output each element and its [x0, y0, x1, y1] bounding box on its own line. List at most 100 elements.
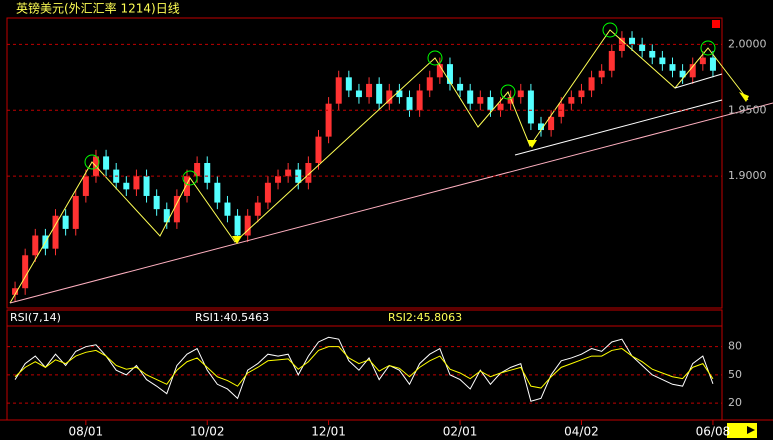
peak-circle [700, 40, 716, 56]
candle-body [325, 103, 332, 137]
candle-body [568, 97, 575, 104]
candle-body [376, 83, 383, 104]
rsi-line [14, 346, 714, 389]
candle-body [457, 83, 464, 91]
y-tick-label: 2.0000 [728, 37, 767, 50]
candle-body [467, 90, 474, 104]
candle-body [133, 176, 140, 190]
candle-body [305, 163, 312, 183]
candle-body [254, 202, 261, 216]
y-tick-label: 20 [728, 396, 742, 409]
candle-body [436, 64, 443, 78]
candle-body [224, 202, 231, 216]
candle-body [285, 169, 292, 177]
peak-circle [427, 50, 443, 66]
candle-body [689, 64, 696, 78]
candle-body [275, 176, 282, 183]
chart-title: 英镑美元(外汇汇率 1214)日线 [16, 1, 180, 16]
candle-body [517, 90, 524, 98]
peak-circle [602, 22, 618, 38]
candle-body [477, 97, 484, 104]
candle-body [629, 37, 636, 45]
candle-body [72, 195, 79, 229]
candle-body [345, 77, 352, 91]
candle-body [416, 90, 423, 111]
candle-body [487, 97, 494, 111]
candle-body [366, 83, 373, 98]
candle-body [386, 90, 393, 104]
scroll-arrow [747, 426, 755, 434]
rsi-legend: RSI2:45.8063 [388, 311, 462, 324]
candle-body [335, 77, 342, 104]
candle-body [194, 163, 201, 177]
candle-body [679, 70, 686, 78]
candle-body [709, 57, 716, 71]
candle-body [507, 97, 514, 104]
x-tick-label: 12/01 [311, 425, 346, 439]
candle-body [163, 209, 170, 223]
rsi-label: RSI(7,14) [10, 311, 61, 324]
candle-body [669, 64, 676, 71]
candle-body [548, 116, 555, 131]
y-tick-label: 1.9000 [728, 169, 767, 182]
peak-circle [182, 170, 198, 186]
x-tick-label: 06/08 [696, 425, 731, 439]
candle-body [82, 176, 89, 196]
trend-line [674, 73, 723, 89]
arrow [739, 92, 749, 102]
candle-body [103, 156, 110, 170]
candle-body [497, 103, 504, 111]
candle-body [446, 64, 453, 84]
y-tick-label: 80 [728, 340, 742, 353]
candle-body [426, 77, 433, 91]
candle-body [184, 176, 190, 196]
candle-body [699, 57, 706, 65]
candle-body [244, 215, 251, 236]
candle-body [527, 90, 534, 124]
candle-body [578, 90, 585, 98]
candle-body [214, 182, 221, 203]
candle-body [649, 50, 656, 58]
candle-body [538, 123, 544, 131]
candle-body [143, 176, 150, 196]
candle-body [123, 182, 130, 190]
candle-body [12, 288, 19, 295]
candle-body [52, 215, 59, 249]
candle-body [639, 44, 646, 51]
arrow [232, 236, 242, 244]
y-tick-label: 1.9500 [728, 103, 767, 116]
candle-body [295, 169, 302, 183]
x-tick-label: 02/01 [443, 425, 478, 439]
x-tick-label: 10/02 [190, 425, 225, 439]
candle-body [406, 97, 413, 111]
scroll-button[interactable] [727, 423, 757, 438]
candle-body [264, 182, 271, 203]
candle-body [659, 57, 666, 65]
rsi-line [14, 336, 714, 402]
trend-line [514, 99, 723, 156]
candle-body [153, 195, 160, 210]
candle-body [234, 215, 241, 236]
candle-body [173, 195, 180, 223]
candle-body [32, 235, 39, 256]
candle-body [204, 163, 211, 183]
x-tick-label: 04/02 [564, 425, 599, 439]
annotations [9, 22, 773, 304]
candle-body [62, 215, 69, 229]
candle-body [396, 90, 403, 98]
candle-body [608, 50, 615, 71]
x-tick-label: 08/01 [69, 425, 104, 439]
rsi-legend: RSI1:40.5463 [195, 311, 269, 324]
trend-line [9, 102, 773, 304]
price-panel [6, 17, 723, 309]
candle-body [315, 136, 322, 163]
y-tick-label: 50 [728, 368, 742, 381]
candle-body [22, 255, 29, 289]
peak-circle [500, 84, 516, 100]
candle-body [355, 90, 362, 98]
peak-circle [84, 154, 100, 170]
corner-marker [712, 20, 720, 28]
